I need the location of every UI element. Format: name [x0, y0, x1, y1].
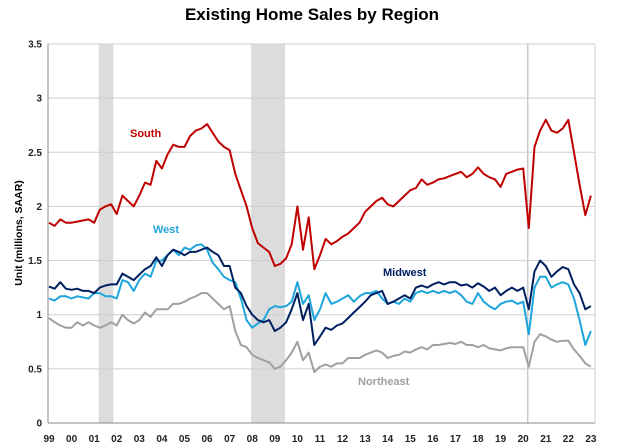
x-tick-label: 13 — [360, 434, 372, 445]
x-tick-label: 02 — [111, 434, 123, 445]
y-tick-label: 0 — [36, 419, 42, 430]
series-line-northeast — [48, 292, 592, 374]
y-tick-label: 2 — [36, 202, 42, 213]
x-tick-label: 14 — [382, 434, 394, 445]
x-tick-label: 06 — [201, 434, 213, 445]
x-tick-label: 23 — [585, 434, 597, 445]
series-label-west: West — [153, 224, 179, 236]
series-label-south: South — [130, 128, 161, 140]
series-line-midwest — [48, 246, 592, 346]
y-tick-label: 1.5 — [28, 256, 42, 267]
x-tick-label: 11 — [315, 434, 326, 445]
x-tick-label: 99 — [43, 434, 55, 445]
series-line-west — [48, 243, 592, 346]
chart-title: Existing Home Sales by Region — [184, 5, 440, 24]
x-tick-label: 15 — [405, 434, 417, 445]
x-tick-label: 09 — [269, 434, 281, 445]
x-tick-label: 19 — [495, 434, 507, 445]
x-tick-label: 21 — [540, 434, 552, 445]
x-tick-label: 04 — [156, 434, 168, 445]
x-tick-label: 10 — [292, 434, 304, 445]
y-tick-label: 0.5 — [28, 364, 42, 375]
x-tick-label: 18 — [472, 434, 484, 445]
series-label-northeast: Northeast — [358, 376, 410, 388]
x-tick-label: 08 — [247, 434, 259, 445]
x-tick-label: 01 — [89, 434, 101, 445]
series-line-south — [48, 118, 592, 271]
y-tick-label: 3.5 — [28, 40, 42, 51]
x-tick-label: 05 — [179, 434, 191, 445]
recession-shade — [98, 44, 114, 423]
x-tick-label: 16 — [427, 434, 439, 445]
y-tick-label: 3 — [36, 94, 42, 105]
x-tick-label: 22 — [563, 434, 575, 445]
y-axis-label: Unit (millions, SAAR) — [13, 180, 25, 286]
x-tick-label: 20 — [518, 434, 530, 445]
y-tick-label: 2.5 — [28, 148, 42, 159]
recession-shade — [251, 44, 285, 423]
series-label-midwest: Midwest — [383, 267, 427, 279]
x-tick-label: 17 — [450, 434, 462, 445]
x-tick-label: 12 — [337, 434, 349, 445]
x-tick-label: 07 — [224, 434, 236, 445]
y-tick-label: 1 — [36, 310, 42, 321]
x-tick-label: 00 — [66, 434, 78, 445]
x-tick-label: 03 — [134, 434, 146, 445]
